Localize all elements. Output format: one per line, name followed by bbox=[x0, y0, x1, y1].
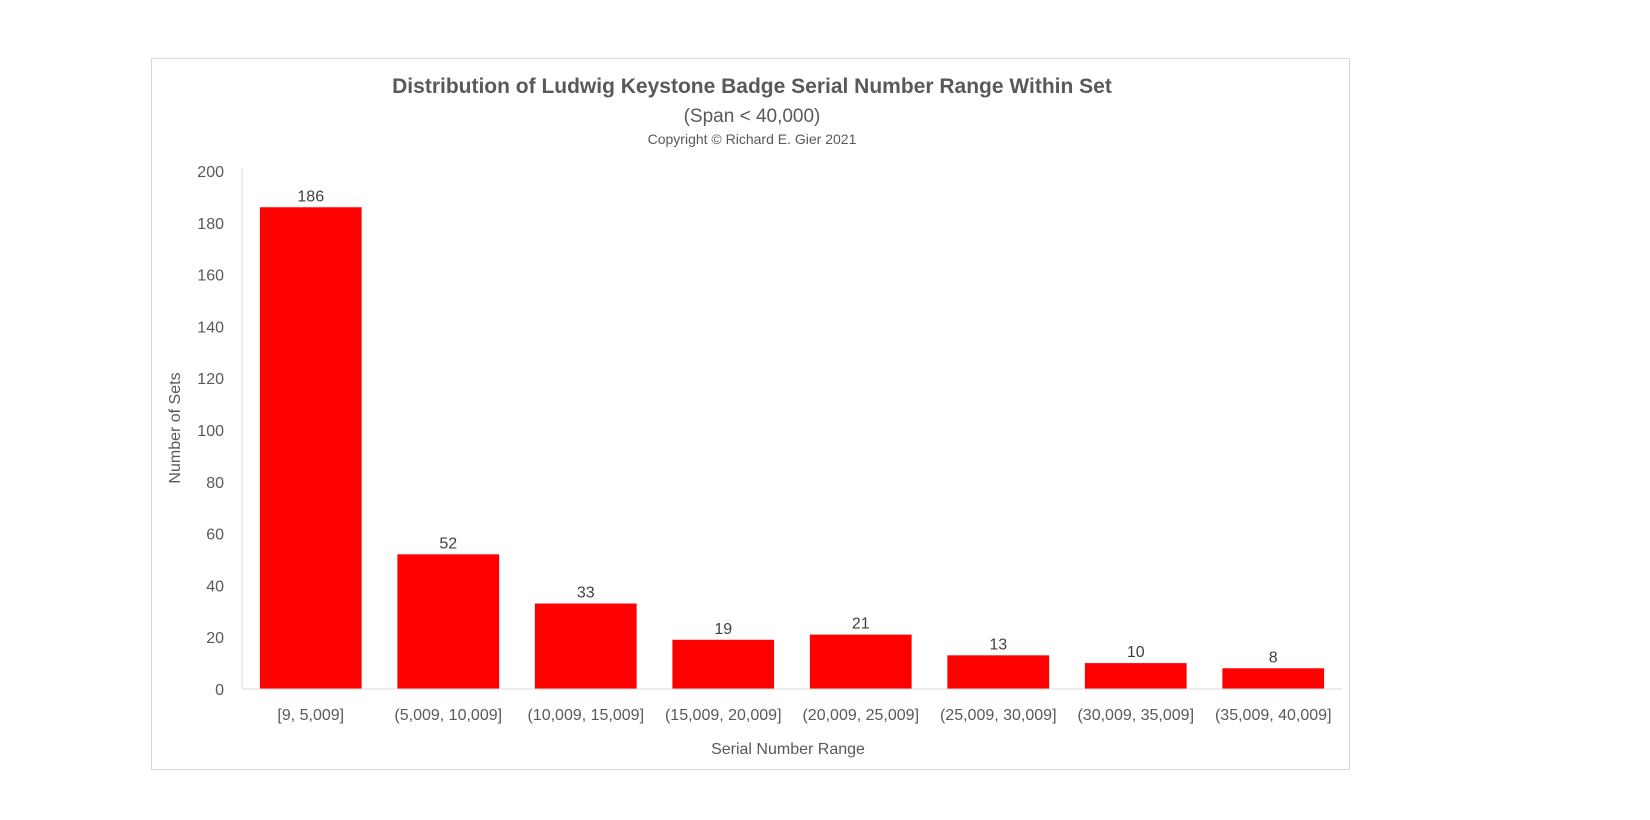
y-axis-title: Number of Sets bbox=[167, 372, 184, 483]
y-tick-label: 0 bbox=[215, 682, 224, 699]
x-tick-label: [9, 5,009] bbox=[277, 707, 344, 724]
bar bbox=[1084, 663, 1187, 689]
x-tick-label: (25,009, 30,009] bbox=[940, 707, 1057, 724]
y-tick-label: 160 bbox=[197, 268, 224, 285]
bar bbox=[809, 634, 912, 689]
y-tick-label: 40 bbox=[206, 578, 224, 595]
x-axis-title: Serial Number Range bbox=[711, 741, 865, 758]
bar bbox=[947, 655, 1050, 689]
bar bbox=[259, 207, 362, 689]
y-tick-label: 20 bbox=[206, 630, 224, 647]
bar-value-label: 8 bbox=[1269, 649, 1278, 666]
bar-value-label: 21 bbox=[852, 616, 870, 633]
y-tick-label: 120 bbox=[197, 371, 224, 388]
bars: 186 52 33 19 21 13 10 8 bbox=[259, 188, 1325, 689]
bar bbox=[397, 554, 500, 689]
x-tick-label: (10,009, 15,009] bbox=[527, 707, 644, 724]
bar-value-label: 10 bbox=[1127, 644, 1145, 661]
bar-value-label: 186 bbox=[297, 188, 324, 205]
y-tick-label: 80 bbox=[206, 475, 224, 492]
bar bbox=[672, 639, 775, 689]
y-axis: 0 20 40 60 80 100 120 140 160 180 200 bbox=[197, 164, 243, 699]
x-tick-label: (20,009, 25,009] bbox=[802, 707, 919, 724]
y-tick-label: 100 bbox=[197, 423, 224, 440]
bar-value-label: 13 bbox=[989, 636, 1007, 653]
bar-value-label: 33 bbox=[577, 585, 595, 602]
x-tick-label: (15,009, 20,009] bbox=[665, 707, 782, 724]
chart-svg: Distribution of Ludwig Keystone Badge Se… bbox=[167, 75, 1342, 758]
y-tick-label: 200 bbox=[197, 164, 224, 181]
y-tick-label: 60 bbox=[206, 527, 224, 544]
chart-copyright: Copyright © Richard E. Gier 2021 bbox=[648, 131, 857, 147]
x-axis: [9, 5,009] (5,009, 10,009] (10,009, 15,009… bbox=[242, 688, 1342, 724]
y-tick-label: 180 bbox=[197, 216, 224, 233]
y-tick-label: 140 bbox=[197, 319, 224, 336]
chart-subtitle: (Span < 40,000) bbox=[684, 106, 821, 127]
x-tick-label: (30,009, 35,009] bbox=[1077, 707, 1194, 724]
bar bbox=[534, 603, 637, 689]
chart-frame: Distribution of Ludwig Keystone Badge Se… bbox=[151, 58, 1350, 770]
x-tick-label: (35,009, 40,009] bbox=[1215, 707, 1332, 724]
bar bbox=[1222, 668, 1325, 689]
chart-title: Distribution of Ludwig Keystone Badge Se… bbox=[392, 75, 1112, 98]
x-tick-label: (5,009, 10,009] bbox=[394, 707, 502, 724]
bar-value-label: 52 bbox=[439, 535, 457, 552]
bar-value-label: 19 bbox=[714, 621, 732, 638]
